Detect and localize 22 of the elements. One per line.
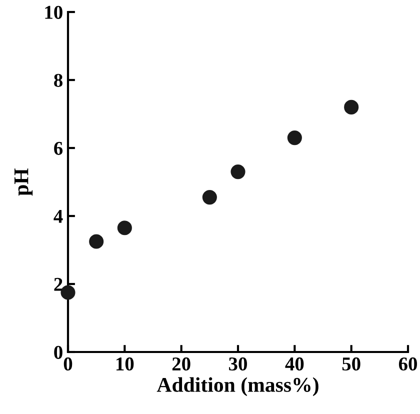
point — [230, 164, 246, 180]
point — [117, 220, 132, 236]
y-axis-title: pH — [14, 168, 33, 196]
y-tick-label: 10 — [45, 6, 62, 19]
y-tick-label: 4 — [54, 210, 63, 223]
x-tick-label: 10 — [116, 357, 134, 371]
y-tick-label: 6 — [54, 142, 63, 155]
x-tick-label: 60 — [398, 357, 417, 371]
point — [89, 234, 104, 249]
x-tick-label: 30 — [229, 357, 247, 371]
x-axis-title: Addition (mass%) — [156, 377, 318, 396]
x-tick-label: 40 — [285, 357, 304, 371]
y-tick-label: 8 — [54, 74, 62, 87]
y-tick-label: 2 — [54, 278, 62, 291]
y-tick-label: 0 — [54, 346, 62, 359]
x-tick-label: 0 — [64, 357, 72, 371]
x-tick-label: 50 — [342, 357, 360, 371]
point — [344, 100, 359, 114]
point — [202, 190, 217, 205]
point — [60, 285, 76, 300]
x-tick-label: 20 — [172, 357, 190, 371]
point — [287, 130, 302, 146]
